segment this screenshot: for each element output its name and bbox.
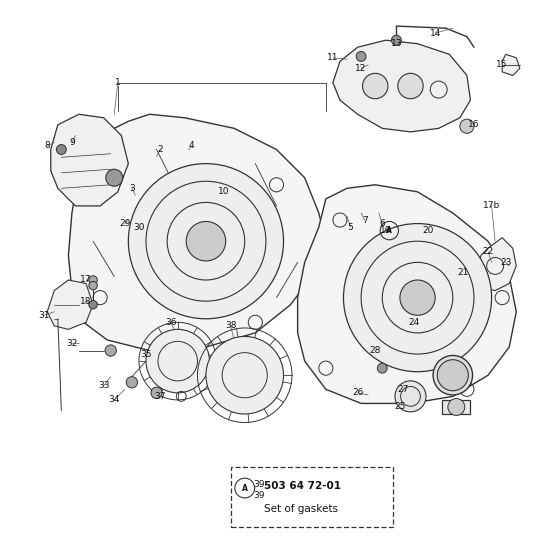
Text: 14: 14 [430,29,441,38]
Text: 36: 36 [165,318,176,327]
Text: 31: 31 [38,311,49,320]
Circle shape [89,282,97,290]
Text: 37: 37 [155,392,166,401]
Circle shape [206,337,283,414]
Text: 20: 20 [422,226,434,235]
Polygon shape [478,237,516,291]
Text: 25: 25 [394,403,405,412]
Polygon shape [47,280,93,329]
Polygon shape [68,114,326,351]
Text: 17: 17 [80,276,92,284]
Circle shape [460,119,474,133]
Text: 9: 9 [69,138,75,147]
Text: 32: 32 [66,339,78,348]
Text: 15: 15 [496,60,508,69]
Circle shape [400,280,435,315]
Text: 17b: 17b [483,202,500,211]
Text: 38: 38 [225,321,236,330]
Text: 1: 1 [115,78,120,87]
Circle shape [89,301,97,309]
Text: 33: 33 [98,381,109,390]
Text: 39: 39 [253,491,264,500]
Text: 26: 26 [352,388,363,398]
Text: Set of gaskets: Set of gaskets [264,503,338,514]
Text: 7: 7 [362,216,367,225]
Circle shape [398,73,423,99]
Circle shape [343,223,492,372]
Text: 24: 24 [408,318,419,327]
Circle shape [356,52,366,62]
Circle shape [57,144,66,155]
Text: 21: 21 [458,268,469,277]
Text: 19: 19 [380,226,391,235]
Circle shape [437,360,468,391]
Polygon shape [442,400,470,414]
FancyBboxPatch shape [231,467,393,527]
Text: 30: 30 [133,222,144,232]
Text: 18: 18 [80,297,92,306]
Text: A: A [386,226,392,235]
Circle shape [395,381,426,412]
Circle shape [448,399,465,416]
Text: 11: 11 [327,53,339,62]
Text: 16: 16 [468,120,480,129]
Circle shape [377,363,387,373]
Text: 3: 3 [129,184,135,193]
Text: 10: 10 [218,188,230,197]
Text: 5: 5 [348,222,353,232]
Text: 28: 28 [370,346,381,355]
Text: 34: 34 [109,395,120,404]
Circle shape [151,387,162,399]
Circle shape [128,164,283,319]
Text: 4: 4 [189,142,195,151]
Circle shape [105,345,116,356]
Circle shape [106,169,123,186]
Text: 12: 12 [356,64,367,73]
Polygon shape [297,185,516,403]
Text: 35: 35 [140,349,152,358]
Polygon shape [333,40,470,132]
Text: 2: 2 [157,145,163,154]
Circle shape [146,329,209,393]
Circle shape [362,73,388,99]
Circle shape [126,377,138,388]
Text: 23: 23 [500,258,511,267]
Circle shape [186,221,226,261]
Text: A: A [242,484,248,493]
Text: 27: 27 [398,385,409,394]
Polygon shape [502,54,520,76]
Text: 29: 29 [119,219,130,228]
Circle shape [391,35,402,45]
Text: 22: 22 [483,248,494,256]
Circle shape [433,356,473,395]
Text: 503 64 72-01: 503 64 72-01 [264,481,342,491]
Text: 13: 13 [391,39,402,48]
Text: 8: 8 [44,142,50,151]
Text: 6: 6 [379,219,385,228]
Text: 39: 39 [253,480,264,489]
Circle shape [89,276,97,284]
Polygon shape [51,114,128,206]
